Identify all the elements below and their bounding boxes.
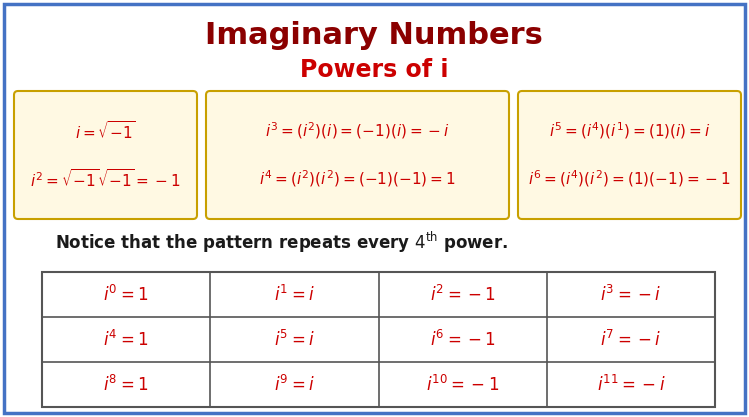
Text: Notice that the pattern repeats every $4^{\mathrm{th}}$ power.: Notice that the pattern repeats every $4… [55,229,508,255]
Text: $i^4 = (i^2)(i^2) = (-1)(-1) = 1$: $i^4 = (i^2)(i^2) = (-1)(-1) = 1$ [259,168,456,189]
Text: $i^3 = (i^2)(i) = (-1)(i) = -i$: $i^3 = (i^2)(i) = (-1)(i) = -i$ [265,121,450,141]
Text: $i^1 = i$: $i^1 = i$ [274,284,315,304]
Text: $i^7 = -i$: $i^7 = -i$ [600,329,661,349]
Text: $i^{10} = -1$: $i^{10} = -1$ [426,374,500,394]
Text: $i^6 = -1$: $i^6 = -1$ [430,329,496,349]
Bar [42,272,715,407]
Text: $i^2 = -1$: $i^2 = -1$ [430,284,496,304]
Text: Powers of i: Powers of i [300,58,448,82]
Text: $i^0 = 1$: $i^0 = 1$ [103,284,149,304]
FancyBboxPatch shape [14,91,197,219]
Text: $i^6 = (i^4)(i^2) = (1)(-1) = -1$: $i^6 = (i^4)(i^2) = (1)(-1) = -1$ [528,168,731,189]
Text: $i^{11} = -i$: $i^{11} = -i$ [596,374,665,394]
Text: $i^8 = 1$: $i^8 = 1$ [103,374,149,394]
Text: $i^5 = (i^4)(i^1) = (1)(i) = i$: $i^5 = (i^4)(i^1) = (1)(i) = i$ [548,121,710,141]
Text: $i = \sqrt{-1}$: $i = \sqrt{-1}$ [75,120,136,142]
Text: $i^5 = i$: $i^5 = i$ [274,329,315,349]
Text: $i^4 = 1$: $i^4 = 1$ [103,329,149,349]
Text: $i^2 = \sqrt{-1}\sqrt{-1} = -1$: $i^2 = \sqrt{-1}\sqrt{-1} = -1$ [30,168,181,190]
Text: $i^3 = -i$: $i^3 = -i$ [600,284,661,304]
Text: $i^9 = i$: $i^9 = i$ [274,374,315,394]
FancyBboxPatch shape [4,4,745,413]
FancyBboxPatch shape [206,91,509,219]
Text: Imaginary Numbers: Imaginary Numbers [205,20,543,50]
FancyBboxPatch shape [518,91,741,219]
